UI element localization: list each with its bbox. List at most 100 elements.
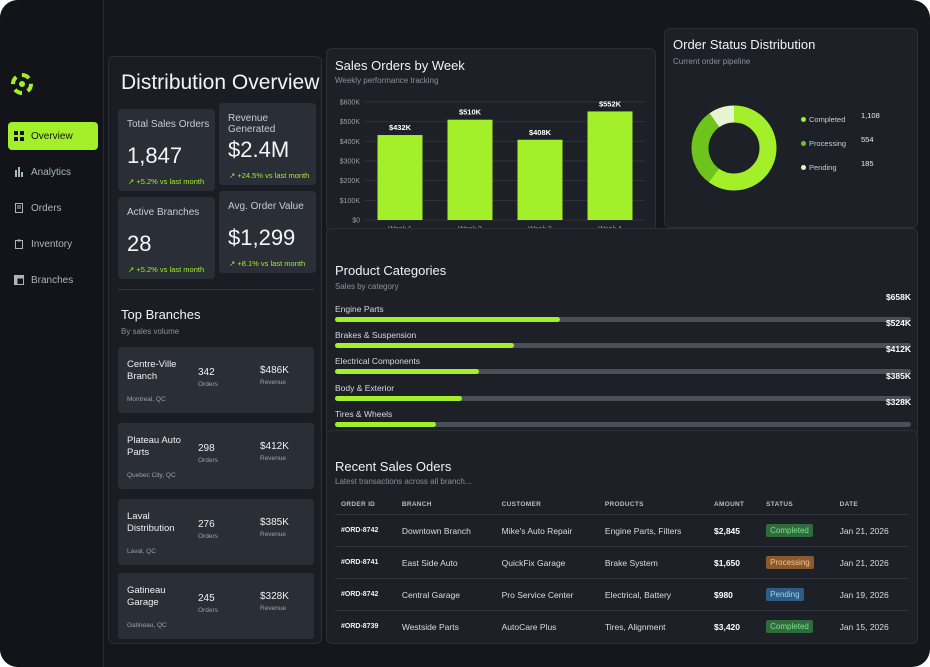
branch-orders-label: Orders [198,533,218,540]
order-id: #ORD-8742 [335,514,396,547]
order-status-cell: Completed [760,610,834,643]
order-products: Electrical, Battery [598,578,708,611]
bar [447,119,493,220]
status-badge: Processing [766,556,814,569]
branch-orders-label: Orders [198,381,218,388]
category-name: Brakes & Suspension [335,330,417,340]
branch-name: Centre-Ville Branch [127,359,177,382]
recent-subtitle: Latest transactions across all branch... [335,477,472,486]
y-tick-label: $600K [340,100,361,107]
legend-item-processing: Processing [801,139,846,148]
branch-card[interactable]: Plateau Auto Parts Quebec City, QC 298 Orde… [118,423,314,489]
category-value: $412K [885,344,911,354]
category-bar-track [335,317,911,322]
stat-label: Avg. Order Value [228,201,304,212]
stat-value: 1,847 [127,143,183,168]
column-header: ORDER ID [341,501,376,508]
divider [118,289,314,290]
sidebar-item-label: Branches [31,274,74,286]
sidebar-item-label: Overview [31,130,73,142]
trend-up-icon: ↗ [128,177,137,186]
branch-revenue-label: Revenue [260,455,287,462]
branch-orders-label: Orders [198,607,218,614]
legend-value: 554 [861,135,874,144]
column-header: DATE [839,501,858,508]
category-name: Electrical Components [335,356,421,366]
stat-change: ↗ +5.2% vs last month [128,265,205,274]
legend-dot [801,165,806,170]
category-value: $385K [885,371,911,381]
branch-location: Quebec City, QC [127,472,176,479]
column-header: STATUS [766,501,793,508]
categories-subtitle: Sales by category [335,282,399,291]
trend-up-icon: ↗ [229,171,238,180]
stat-value: $2.4M [228,137,290,162]
categories-title: Product Categories [335,263,447,278]
stat-card[interactable]: Total Sales Orders 1,847 ↗ +5.2% vs last… [118,109,215,191]
sidebar-item-analytics[interactable]: Analytics [8,158,98,186]
branch-name: Gatineau Garage [127,585,166,608]
bar [377,135,423,220]
table-row[interactable]: #ORD-8742 Downtown Branch Mike's Auto Repa… [335,514,909,547]
recent-title: Recent Sales Oders [335,459,452,474]
top-branches-subtitle: By sales volume [121,327,180,336]
stat-card[interactable]: Avg. Order Value $1,299 ↗ +8.1% vs last … [219,191,316,273]
y-tick-label: $300K [340,159,361,166]
category-bar-track [335,396,911,401]
order-branch: Westside Parts [395,610,496,643]
category-bar-track [335,369,911,374]
bar [517,139,563,220]
status-donut-chart [691,105,777,191]
category-bar-fill [335,422,436,427]
stat-card[interactable]: Revenue Generated $2.4M ↗ +24.5% vs last… [219,103,316,185]
order-branch: East Side Auto [395,546,496,579]
stat-change: ↗ +5.2% vs last month [128,177,205,186]
stat-label: Active Branches [127,207,200,218]
order-date: Jan 21, 2026 [833,514,909,547]
branch-revenue-label: Revenue [260,531,287,538]
legend-value: 185 [861,159,874,168]
donut-segment-pending [691,105,777,191]
trend-up-icon: ↗ [128,265,137,274]
page-title: Distribution Overview [121,71,320,94]
branch-card[interactable]: Laval Distribution Laval, QC 276 Orders $385… [118,499,314,565]
stat-change: ↗ +8.1% vs last month [229,259,306,268]
legend-value: 1,108 [861,111,880,120]
category-bar-fill [335,396,462,401]
branch-card[interactable]: Centre-Ville Branch Montreal, QC 342 Orders… [118,347,314,413]
bar-chart-icon [14,167,24,177]
order-customer: Mike's Auto Repair [495,514,599,547]
order-id: #ORD-8739 [335,610,396,643]
y-tick-label: $500K [340,119,361,126]
y-tick-label: $400K [340,139,361,146]
branch-revenue: $385K [260,517,289,528]
status-badge: Pending [766,588,804,601]
grid-icon [14,131,24,141]
branch-name: Laval Distribution [127,511,175,534]
sidebar-item-overview[interactable]: Overview [8,122,98,150]
recent-orders-panel: Recent Sales Oders Latest transactions a… [326,430,918,644]
status-badge: Completed [766,524,813,537]
branch-card[interactable]: Gatineau Garage Gatineau, QC 245 Orders $328… [118,573,314,639]
column-header: PRODUCTS [604,501,644,508]
sidebar-item-inventory[interactable]: Inventory [8,230,98,258]
order-branch: Downtown Branch [395,514,496,547]
branch-revenue: $412K [260,441,289,452]
sidebar-item-orders[interactable]: Orders [8,194,98,222]
stat-card[interactable]: Active Branches 28 ↗ +5.2% vs last month [118,197,215,279]
legend-label: Processing [809,139,847,148]
sidebar-item-branches[interactable]: Branches [8,266,98,294]
order-status-cell: Completed [760,514,834,547]
category-value: $328K [885,397,911,407]
column-header: BRANCH [401,501,432,508]
donut-segment-processing [691,105,777,191]
order-date: Jan 21, 2026 [833,546,909,579]
table-row[interactable]: #ORD-8742 Central Garage Pro Service Cente… [335,578,909,611]
order-products: Tires, Alignment [598,610,708,643]
bar [587,111,633,220]
table-row[interactable]: #ORD-8739 Westside Parts AutoCare Plus Tire… [335,610,909,643]
status-subtitle: Current order pipeline [673,57,751,66]
table-row[interactable]: #ORD-8741 East Side Auto QuickFix Garage Br… [335,546,909,579]
order-amount: $980 [708,578,761,611]
order-status-cell: Processing [760,546,834,579]
